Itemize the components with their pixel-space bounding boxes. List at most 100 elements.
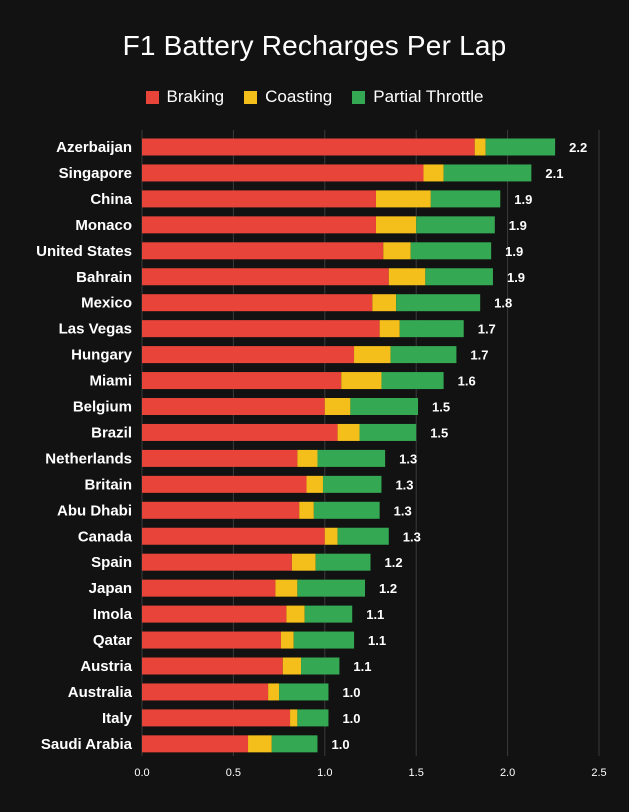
bar-coasting: [474, 138, 486, 156]
total-label: 1.3: [399, 451, 417, 466]
total-label: 2.1: [545, 166, 563, 181]
bar-braking: [142, 631, 281, 649]
category-label: Austria: [80, 658, 132, 675]
bar-coasting: [388, 268, 426, 286]
bar-partial-throttle: [301, 657, 340, 675]
bar-partial-throttle: [425, 268, 493, 286]
bar-partial-throttle: [271, 735, 318, 753]
bar-braking: [142, 735, 249, 753]
bar-partial-throttle: [430, 190, 501, 208]
x-tick-label: 2.5: [591, 767, 606, 779]
x-tick-label: 1.5: [409, 767, 424, 779]
category-label: Imola: [93, 606, 133, 623]
bar-braking: [142, 475, 307, 493]
bar-partial-throttle: [381, 372, 444, 390]
legend-label-partial-throttle: Partial Throttle: [373, 87, 484, 106]
bar-partial-throttle: [416, 216, 495, 234]
bar-coasting: [268, 683, 280, 701]
bar-partial-throttle: [337, 527, 389, 545]
bar-braking: [142, 579, 276, 597]
x-tick-label: 1.0: [317, 767, 332, 779]
total-label: 1.0: [342, 711, 360, 726]
bar-partial-throttle: [485, 138, 556, 156]
category-label: Qatar: [93, 632, 132, 649]
bar-partial-throttle: [396, 294, 481, 312]
bar-braking: [142, 372, 342, 390]
category-label: Netherlands: [45, 450, 132, 467]
bar-braking: [142, 605, 287, 623]
category-label: Canada: [78, 528, 133, 545]
total-label: 1.0: [342, 685, 360, 700]
category-label: United States: [36, 243, 132, 260]
bar-braking: [142, 683, 269, 701]
category-label: Monaco: [75, 217, 132, 234]
bar-partial-throttle: [304, 605, 353, 623]
bar-coasting: [286, 605, 305, 623]
bar-coasting: [275, 579, 298, 597]
total-label: 1.1: [353, 659, 371, 674]
bar-partial-throttle: [390, 346, 457, 364]
category-label: Brazil: [91, 424, 132, 441]
category-label: Australia: [68, 684, 133, 701]
bar-braking: [142, 320, 380, 338]
legend-swatch-braking: [145, 90, 159, 104]
legend-label-coasting: Coasting: [265, 87, 333, 106]
total-label: 1.7: [478, 322, 496, 337]
bar-partial-throttle: [350, 398, 419, 415]
category-label: Saudi Arabia: [41, 736, 133, 753]
bar-braking: [142, 657, 283, 675]
total-label: 1.9: [514, 192, 532, 207]
bar-braking: [142, 709, 291, 727]
legend-swatch-partial-throttle: [352, 90, 366, 104]
x-tick-label: 0.0: [134, 767, 149, 779]
category-label: Mexico: [81, 295, 132, 312]
total-label: 1.9: [509, 218, 527, 233]
total-label: 1.2: [379, 581, 397, 596]
total-label: 1.3: [394, 503, 412, 518]
bar-partial-throttle: [322, 475, 382, 493]
category-label: Bahrain: [76, 269, 132, 286]
total-label: 1.8: [494, 296, 512, 311]
bar-braking: [142, 449, 298, 467]
category-label: Miami: [89, 373, 132, 390]
bar-coasting: [248, 735, 272, 753]
total-label: 1.1: [366, 607, 384, 622]
category-label: Belgium: [73, 399, 132, 416]
legend-item-partial-throttle: Partial Throttle: [352, 87, 483, 107]
bar-braking: [142, 501, 300, 519]
bar-partial-throttle: [279, 683, 329, 701]
bar-braking: [142, 242, 384, 260]
total-label: 1.3: [403, 529, 421, 544]
bar-coasting: [375, 190, 431, 208]
total-label: 1.3: [395, 477, 413, 492]
category-label: Italy: [102, 710, 133, 727]
bar-coasting: [299, 501, 314, 519]
bar-coasting: [354, 346, 391, 364]
bar-partial-throttle: [313, 501, 380, 519]
total-label: 1.1: [368, 633, 386, 648]
category-label: Singapore: [59, 165, 132, 182]
bar-coasting: [324, 398, 351, 415]
total-label: 1.9: [507, 270, 525, 285]
chart-legend: Braking Coasting Partial Throttle: [0, 87, 629, 107]
total-label: 1.0: [331, 737, 349, 752]
total-label: 1.7: [470, 348, 488, 363]
bar-braking: [142, 216, 376, 234]
bar-partial-throttle: [317, 449, 386, 467]
bar-coasting: [291, 553, 316, 571]
category-label: Spain: [91, 554, 132, 571]
total-label: 1.2: [385, 555, 403, 570]
legend-item-coasting: Coasting: [244, 87, 332, 107]
legend-label-braking: Braking: [166, 87, 225, 106]
total-label: 1.5: [430, 425, 448, 440]
bar-coasting: [282, 657, 302, 675]
bar-coasting: [341, 372, 382, 390]
category-label: Hungary: [71, 347, 133, 364]
category-label: Abu Dhabi: [57, 502, 132, 519]
bar-partial-throttle: [293, 631, 355, 649]
bar-coasting: [383, 242, 411, 260]
bar-braking: [142, 164, 424, 182]
bar-braking: [142, 190, 376, 208]
bar-braking: [142, 553, 292, 571]
